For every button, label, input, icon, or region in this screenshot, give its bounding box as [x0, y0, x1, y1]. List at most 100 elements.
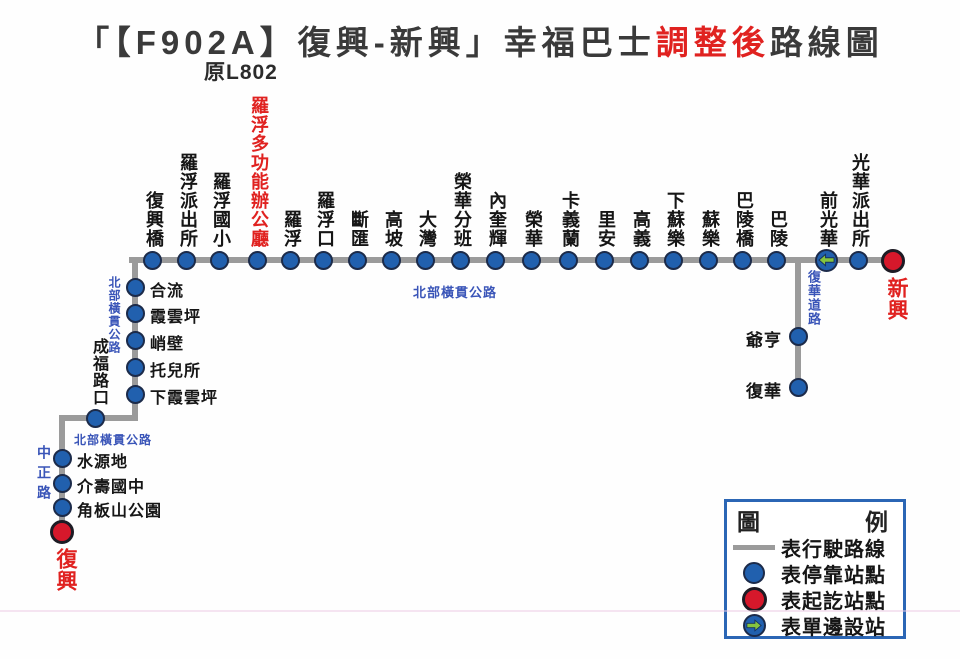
stop-label: 下霞雲坪: [150, 390, 219, 407]
stop-label: 榮華: [523, 210, 543, 248]
road-name-label: 中正路: [36, 445, 52, 505]
stop-marker: [881, 249, 905, 273]
stop-label: 羅浮多功能辦公廳: [249, 96, 269, 248]
stop-marker: [848, 250, 868, 270]
stop-marker: [381, 250, 401, 270]
stop-marker: [125, 303, 145, 323]
legend-label-stop: 表停靠站點: [781, 564, 886, 587]
stop-marker: [85, 408, 105, 428]
stop-label: 大灣: [417, 210, 437, 248]
stop-marker: [788, 326, 808, 346]
stop-marker: [521, 250, 541, 270]
stop-marker: [52, 473, 72, 493]
stop-swatch: [727, 562, 781, 584]
arrow-right-icon: [746, 618, 762, 632]
stop-label: 巴陵: [768, 210, 788, 248]
stop-marker: [176, 250, 196, 270]
stop-label: 介壽國中: [77, 479, 146, 496]
stop-label: 光華派出所: [850, 153, 870, 248]
legend: 圖 例 表行駛路線 表停靠站點 表起訖站點 表單邊設站: [724, 499, 906, 639]
stop-marker: [788, 377, 808, 397]
stop-marker: [663, 250, 683, 270]
title-highlight: 調整後: [655, 24, 770, 61]
oneside-swatch: [727, 613, 781, 637]
stop-marker: [698, 250, 718, 270]
line-swatch-icon: [733, 544, 775, 550]
legend-title-left: 圖: [737, 509, 760, 535]
stop-marker: [52, 497, 72, 517]
terminal-swatch: [727, 586, 781, 612]
legend-row-route-line: 表行駛路線: [727, 534, 903, 561]
stop-label: 復華: [746, 382, 782, 401]
stop-label: 水源地: [77, 454, 129, 471]
page-title: 「【F902A】復興-新興」幸福巴士調整後路線圖: [0, 16, 960, 64]
stop-label: 高坡: [383, 210, 403, 248]
stop-label: 霞雲坪: [150, 309, 202, 326]
stop-label: 新興: [885, 277, 908, 321]
stop-label: 羅浮派出所: [178, 153, 198, 248]
stop-marker: [125, 330, 145, 350]
legend-title-right: 例: [865, 509, 888, 535]
stop-marker: [415, 250, 435, 270]
stop-marker: [50, 520, 74, 544]
legend-label-terminal: 表起訖站點: [781, 590, 886, 613]
stop-label: 巴陵橋: [734, 191, 754, 248]
stop-marker: [732, 250, 752, 270]
stop-circle-icon: [743, 562, 765, 584]
former-route-label: 原L802: [204, 61, 278, 84]
one-side-arrow-icon: [817, 253, 835, 267]
stop-label: 成福路口: [90, 338, 107, 406]
legend-row-stop: 表停靠站點: [727, 560, 903, 587]
stop-marker: [766, 250, 786, 270]
title-prefix: 「【F902A】復興-新興」幸福巴士: [76, 24, 656, 61]
stop-label: 復興橋: [144, 191, 164, 248]
road-name-label: 北部橫貫公路: [107, 276, 121, 354]
stop-marker: [125, 357, 145, 377]
stop-label: 榮華分班: [452, 172, 472, 248]
stop-label: 蘇樂: [700, 210, 720, 248]
one-side-station-icon: [742, 613, 766, 637]
stop-label: 角板山公園: [77, 503, 163, 520]
stop-marker: [280, 250, 300, 270]
road-name-label: 北部橫貫公路: [74, 433, 153, 447]
stop-marker: [52, 448, 72, 468]
stop-label: 爺亨: [746, 331, 782, 350]
road-name-label: 北部橫貫公路: [413, 285, 498, 300]
stop-label: 合流: [150, 283, 185, 300]
stop-label: 斷匯: [349, 210, 369, 248]
road-name-label: 復華道路: [806, 270, 821, 326]
route-line-swatch: [727, 544, 781, 550]
route-line-segment: [795, 257, 801, 390]
stop-label: 復興: [54, 548, 77, 592]
stop-marker: [485, 250, 505, 270]
stop-label: 前光華: [818, 191, 838, 248]
stop-marker: [209, 250, 229, 270]
stop-label: 羅浮口: [315, 191, 335, 248]
terminal-circle-icon: [741, 586, 767, 612]
stop-marker: [594, 250, 614, 270]
legend-label-oneside: 表單邊設站: [781, 616, 886, 639]
stop-label: 下蘇樂: [665, 191, 685, 248]
stop-label: 高義: [631, 210, 651, 248]
stop-marker: [142, 250, 162, 270]
legend-title: 圖 例: [727, 502, 903, 535]
stop-marker: [558, 250, 578, 270]
stop-label: 羅浮: [282, 210, 302, 248]
stop-label: 內奎輝: [487, 191, 507, 248]
stop-marker: [450, 250, 470, 270]
stop-label: 峭壁: [150, 336, 185, 353]
stop-marker: [247, 250, 267, 270]
stop-marker: [313, 250, 333, 270]
scan-artifact-line: [0, 610, 960, 612]
title-suffix: 路線圖: [769, 24, 884, 61]
stop-marker: [814, 248, 838, 272]
stop-label: 羅浮國小: [211, 172, 231, 248]
stop-label: 托兒所: [150, 363, 202, 380]
route-line-segment: [129, 257, 896, 263]
stop-label: 里安: [596, 210, 616, 248]
stop-label: 卡義蘭: [560, 191, 580, 248]
legend-row-terminal: 表起訖站點: [727, 586, 903, 613]
stop-marker: [125, 277, 145, 297]
legend-label-route-line: 表行駛路線: [781, 538, 886, 561]
